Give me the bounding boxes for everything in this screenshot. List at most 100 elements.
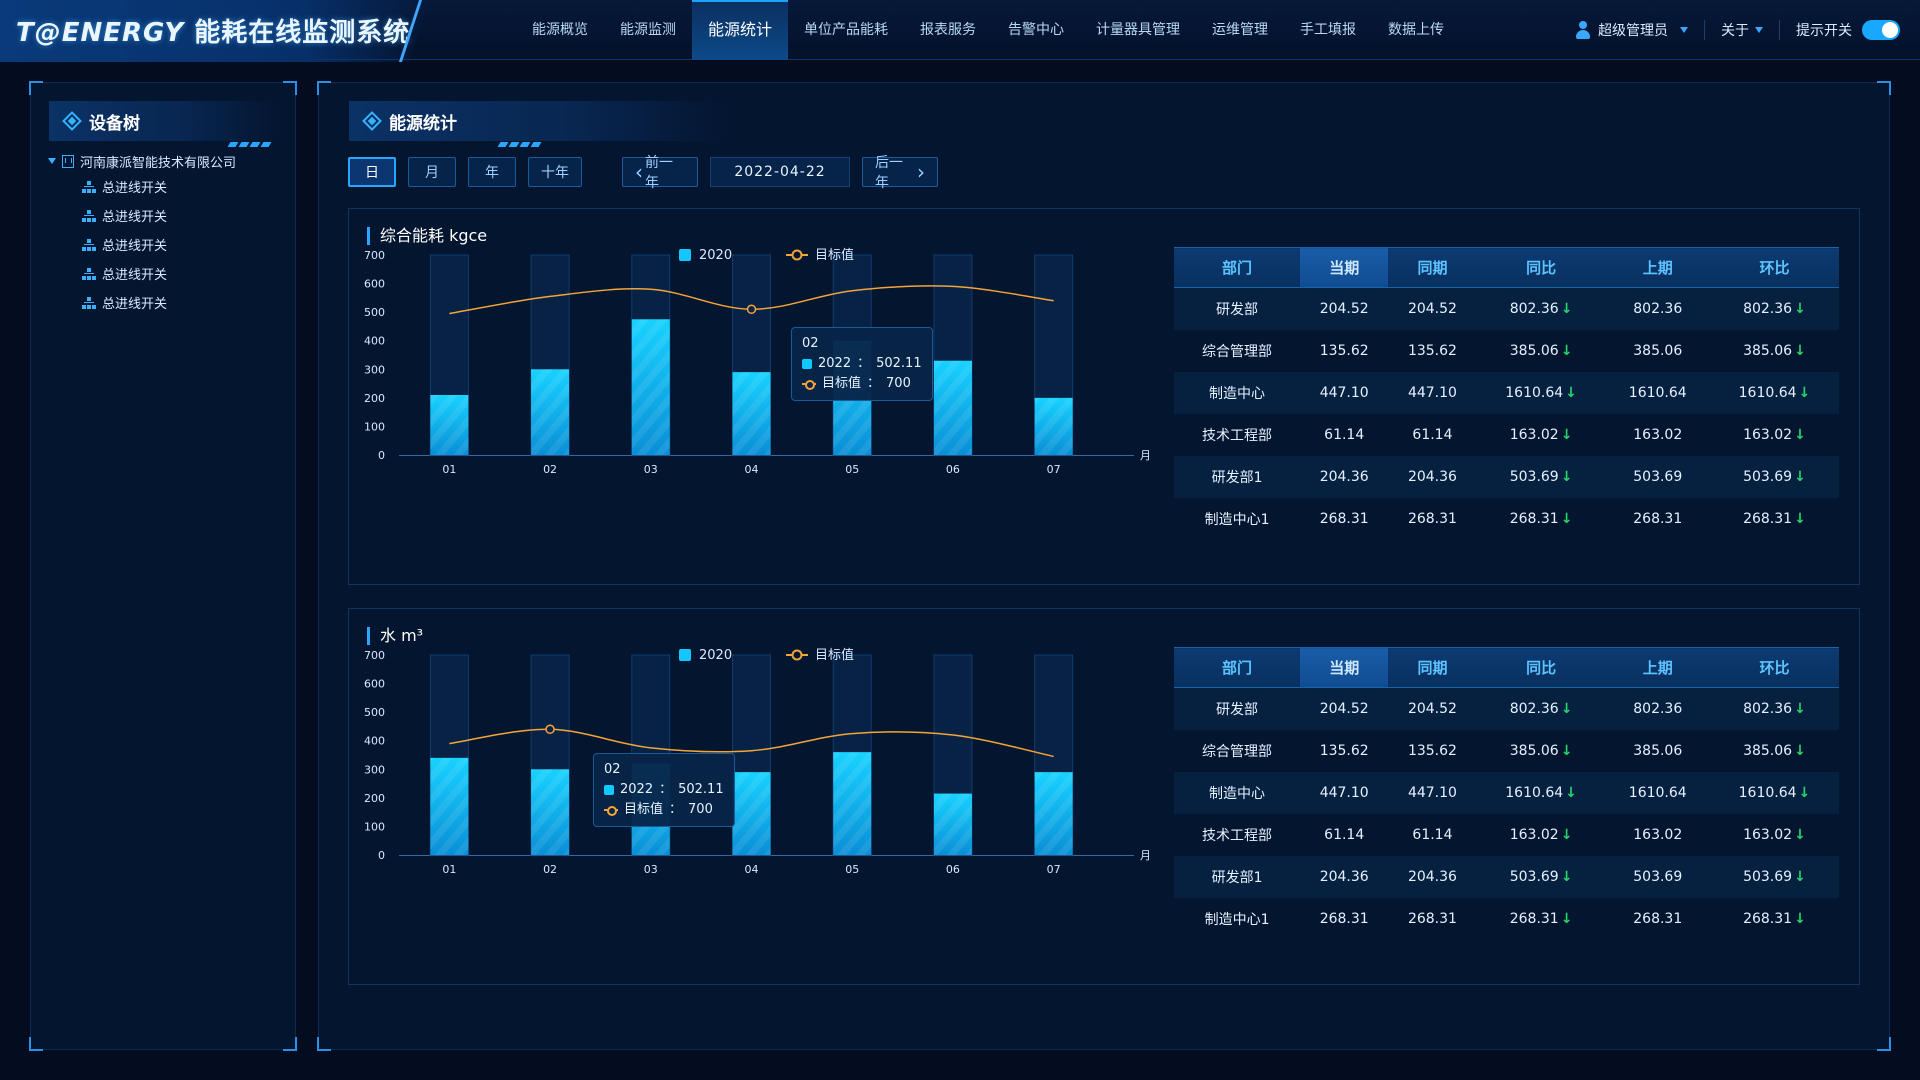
table-cell: 802.36: [1605, 687, 1710, 730]
column-header[interactable]: 同期: [1388, 247, 1477, 288]
column-header[interactable]: 部门: [1174, 247, 1301, 288]
x-tick-label: 04: [745, 463, 759, 476]
table-cell: 447.10: [1388, 771, 1477, 814]
tooltip-bar-row: 2022： 502.11: [604, 780, 724, 800]
table-cell: 268.31: [1388, 498, 1476, 540]
diamond-icon: [362, 111, 382, 131]
column-header[interactable]: 上期: [1605, 247, 1710, 288]
tree-node[interactable]: 总进线开关: [48, 230, 236, 259]
table-cell: 61.14: [1300, 814, 1388, 856]
date-value: 2022-04-22: [734, 164, 826, 180]
nav-item[interactable]: 告警中心: [1008, 22, 1065, 38]
column-header[interactable]: 同期: [1388, 647, 1477, 688]
expand-icon[interactable]: [48, 158, 56, 164]
line-point: [545, 724, 555, 735]
tree-node[interactable]: 总进线开关: [48, 288, 236, 317]
column-header[interactable]: 部门: [1174, 647, 1301, 688]
tooltip-line-label: 目标值: [624, 802, 664, 817]
y-tick-label: 500: [364, 706, 385, 719]
tree-node[interactable]: 总进线开关: [48, 172, 236, 201]
next-year-button[interactable]: 后一年 ›: [862, 155, 938, 191]
column-header[interactable]: 当期: [1300, 247, 1389, 288]
y-tick-label: 700: [364, 649, 385, 662]
cell-value: 61.14: [1412, 826, 1453, 843]
main-title: 能源统计: [389, 113, 457, 134]
about-menu[interactable]: 关于: [1705, 20, 1780, 40]
table-cell: 163.02: [1606, 414, 1710, 456]
table-header-row: 部门 当期 同期 同比 上期 环比: [1174, 247, 1839, 288]
period-button-group: 日月年十年: [348, 157, 582, 187]
cell-value: 1610.64: [1505, 384, 1564, 401]
period-button[interactable]: 日: [348, 157, 396, 187]
header-right: 超级管理员 关于 提示开关: [1574, 0, 1900, 60]
user-menu[interactable]: 超级管理员: [1574, 20, 1705, 40]
nav-item[interactable]: 报表服务: [920, 22, 977, 38]
column-header[interactable]: 当期: [1300, 647, 1389, 688]
nav-item[interactable]: 单位产品能耗: [804, 22, 889, 38]
date-picker[interactable]: 2022-04-22: [710, 157, 850, 187]
table-cell: 204.52: [1388, 687, 1477, 730]
nav-item[interactable]: 数据上传: [1388, 22, 1445, 38]
cell-value: 802.36: [1509, 300, 1559, 317]
period-button[interactable]: 十年: [528, 157, 582, 187]
table-cell: 163.02 ↓: [1477, 414, 1606, 456]
tooltip-bar-value: 502.11: [678, 782, 724, 797]
period-button[interactable]: 年: [468, 157, 516, 187]
table-row: 制造中心 447.10 447.10 1610.64 ↓ 1610.64 1610.64 ↓: [1174, 371, 1839, 414]
nav-item[interactable]: 能源概览: [532, 22, 588, 38]
x-tick-label: 01: [442, 863, 456, 876]
table-row: 制造中心1 268.31 268.31 268.31 ↓ 268.31 268.31 ↓: [1174, 498, 1839, 540]
corner-decoration: [283, 1037, 297, 1051]
x-tick-label: 02: [543, 463, 557, 476]
column-header[interactable]: 同比: [1476, 247, 1606, 288]
down-arrow-icon: ↓: [1794, 426, 1806, 443]
panel-title: 设备树: [49, 101, 279, 147]
column-header[interactable]: 环比: [1709, 647, 1839, 688]
nav-item[interactable]: 运维管理: [1212, 22, 1269, 38]
down-arrow-icon: ↓: [1560, 468, 1573, 485]
column-header[interactable]: 上期: [1605, 647, 1710, 688]
prev-year-button[interactable]: ‹ 前一年: [622, 155, 698, 191]
table-cell: 制造中心1: [1174, 498, 1300, 540]
down-arrow-icon: ↓: [1794, 826, 1806, 843]
tree-node[interactable]: 总进线开关: [48, 259, 236, 288]
cell-value: 268.31: [1633, 510, 1683, 527]
table-cell: 503.69 ↓: [1476, 455, 1606, 498]
brand-name: T@ENERGY: [16, 18, 185, 48]
down-arrow-icon: ↓: [1560, 700, 1573, 717]
period-button[interactable]: 月: [408, 157, 456, 187]
sidebar-title: 设备树: [89, 113, 140, 134]
table-cell: 204.36: [1388, 455, 1477, 498]
cell-value: 135.62: [1319, 342, 1369, 359]
user-icon: [1574, 20, 1592, 40]
table-cell: 268.31 ↓: [1710, 498, 1839, 540]
nav-item[interactable]: 能源统计: [692, 0, 789, 60]
column-header[interactable]: 同比: [1476, 647, 1606, 688]
water-stats-table: 部门 当期 同期 同比 上期 环比 研发部 204.52 204.52 802.36 ↓ 802.36…: [1174, 647, 1839, 940]
legend-line-marker: [791, 249, 803, 261]
nav-item[interactable]: 能源监测: [620, 22, 676, 38]
column-header[interactable]: 环比: [1709, 247, 1839, 288]
cell-value: 503.69: [1509, 468, 1559, 485]
bar-hatch: [732, 772, 771, 855]
table-cell: 制造中心1: [1174, 898, 1300, 940]
table-row: 制造中心 447.10 447.10 1610.64 ↓ 1610.64 1610.64 ↓: [1174, 771, 1839, 814]
y-tick-label: 400: [364, 335, 385, 348]
tree-node-label: 总进线开关: [102, 210, 168, 225]
table-row: 研发部1 204.36 204.36 503.69 ↓ 503.69 503.69 ↓: [1174, 455, 1839, 498]
chart-legend: 2020 目标值: [679, 247, 854, 263]
tree-root-node[interactable]: 河南康派智能技术有限公司: [48, 150, 236, 172]
cell-value: 385.06: [1633, 742, 1683, 759]
y-tick-label: 100: [364, 820, 385, 833]
hint-toggle-switch[interactable]: [1862, 20, 1900, 40]
nav-item[interactable]: 手工填报: [1300, 22, 1357, 38]
cell-value: 综合管理部: [1202, 343, 1273, 360]
tree-node[interactable]: 总进线开关: [48, 201, 236, 230]
y-tick-label: 0: [378, 449, 385, 462]
nav-item[interactable]: 计量器具管理: [1096, 22, 1181, 38]
tooltip-category: 02: [802, 336, 819, 351]
cell-value: 61.14: [1412, 426, 1453, 443]
bar-hatch: [1034, 772, 1073, 855]
y-tick-label: 400: [364, 735, 385, 748]
table-cell: 204.36: [1300, 455, 1389, 498]
